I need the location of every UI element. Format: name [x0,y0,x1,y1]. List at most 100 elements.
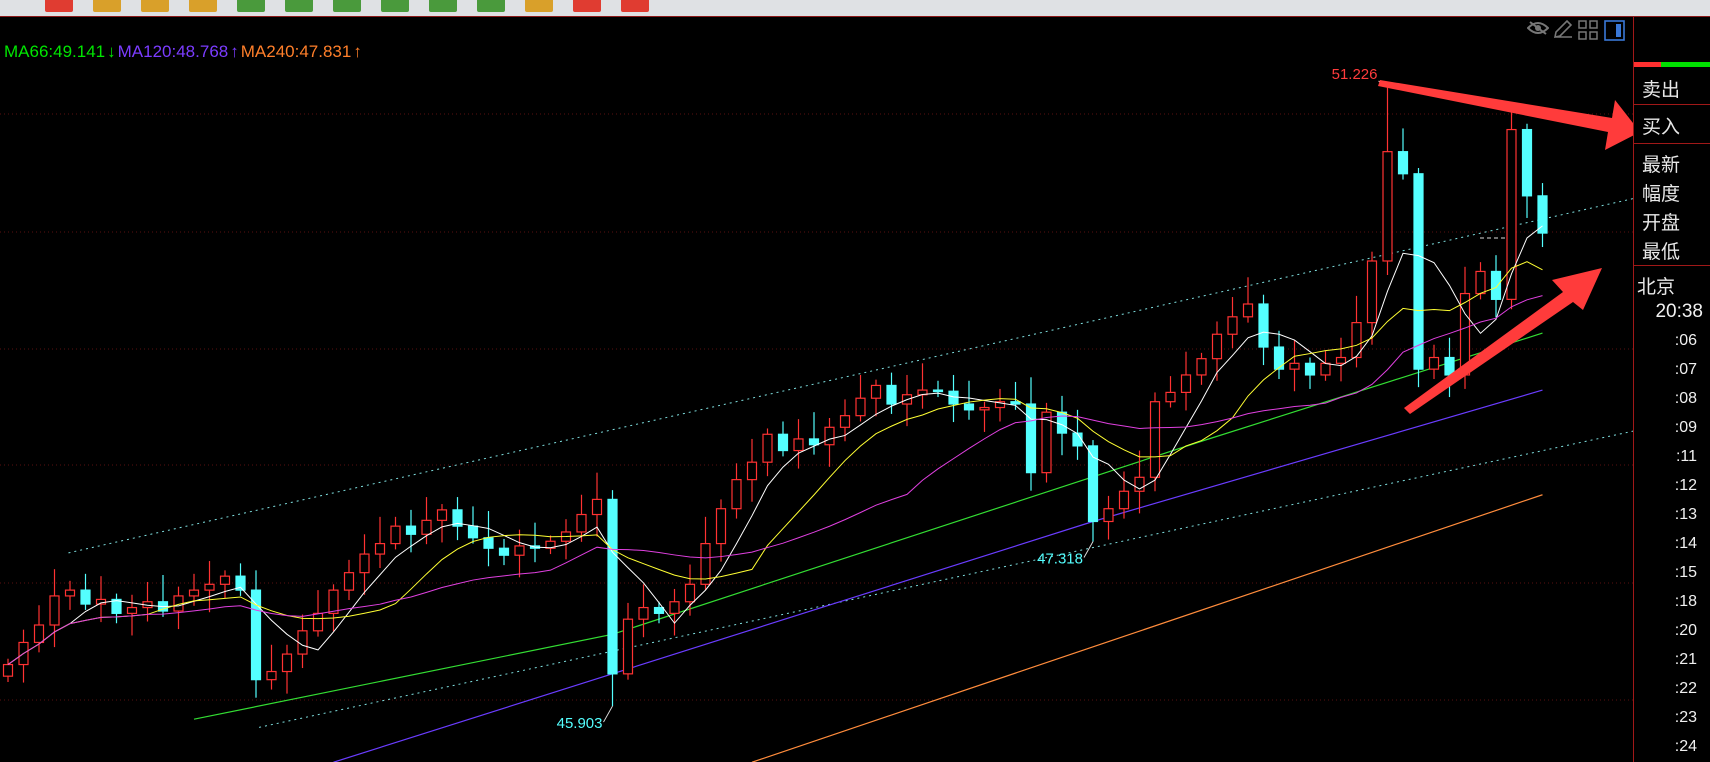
candle-body [1025,403,1037,474]
candle-body [312,612,324,632]
toolbar-button[interactable] [237,0,265,12]
candle-body [793,438,804,452]
field-open: 开盘 [1642,213,1681,234]
buy-label: 买入 [1642,117,1681,138]
toolbar-button[interactable] [381,0,409,12]
toolbar-button[interactable] [477,0,505,12]
candle-body [80,589,91,605]
bid-ask-ratio-bar [1634,62,1710,67]
minute-label: :24 [1674,738,1697,755]
minute-label: :06 [1674,332,1697,349]
candle-body [2,663,14,677]
toolbar-button[interactable] [525,0,553,12]
ma-value: MA66:49.141 [4,42,106,61]
candle-body [622,618,634,675]
minute-label: :09 [1674,419,1697,436]
candle-body [1506,128,1517,300]
extreme-price-label: 47.318 [1037,551,1083,568]
candle-body [1196,358,1207,376]
candle-body [359,553,370,574]
toolbar-button[interactable] [621,0,649,12]
candle-body [979,406,990,411]
location-label: 北京 [1637,277,1676,298]
candle-body [1351,322,1362,359]
candlestick-chart: 51.226 45.903 47.318 [0,66,1633,762]
ma-line-ma66 [193,332,1543,720]
candle-body [1413,173,1424,370]
minute-label: :23 [1674,709,1697,726]
candle-body [715,508,727,545]
minute-label: :18 [1674,593,1697,610]
candle-body [235,575,246,591]
candle-body [855,397,866,417]
candle-body [684,583,696,603]
candle-body [452,509,463,527]
candle-body [1382,151,1393,262]
toolbar-button[interactable] [333,0,361,12]
candle-body [126,606,138,614]
sell-label: 卖出 [1642,80,1681,101]
field-list: 最新 幅度 开盘 最低 [1642,151,1680,267]
candle-body [1397,151,1409,175]
candle-body [1134,476,1145,492]
candle-body [1118,490,1130,510]
candle-body [1537,195,1548,234]
annotation-arrow-up [1404,268,1602,414]
toolbar-button[interactable] [285,0,313,12]
candle-body [1428,356,1440,370]
candle-body [1056,411,1068,434]
candle-body [1475,270,1486,295]
ma-line-ma10 [7,261,1543,665]
candle-body [514,545,525,556]
eye-hidden-icon[interactable] [1527,20,1549,36]
candle-body [994,401,1006,409]
ma-value: MA120:48.768 [117,42,229,61]
candle-body [281,653,293,673]
candle-body [777,433,789,452]
minute-label: :21 [1674,651,1697,668]
candle-body [436,509,448,521]
channel-line [68,198,1633,554]
ma-legend: MA66:49.141 ↓ MA120:48.768 ↑ MA240:47.831 ↑ [4,42,364,62]
toolbar-button[interactable] [429,0,457,12]
candle-body [1289,362,1300,370]
candle-body [266,670,277,681]
candle-body [1227,316,1238,335]
candle-body [483,537,494,549]
toolbar-button[interactable] [45,0,73,12]
candle-body [762,433,773,463]
candle-body [1242,303,1254,318]
ma-line-ma5 [7,225,1543,665]
candle-body [1304,362,1316,376]
candle-body [1490,270,1502,300]
minute-label: :14 [1674,535,1697,552]
panel-toggle-icon[interactable] [1604,20,1625,41]
field-change: 幅度 [1642,184,1681,205]
candle-body [808,438,820,446]
candle-body [250,589,262,681]
candle-body [33,624,45,644]
toolbar-button[interactable] [141,0,169,12]
candle-body [591,498,603,516]
minute-label: :22 [1674,680,1697,697]
candle-body [1165,391,1176,403]
candle-body [1521,128,1533,197]
ma-trend-arrow: ↓ [107,42,116,61]
candle-body [219,575,231,585]
minute-label: :11 [1675,448,1697,465]
pencil-icon[interactable] [1553,20,1573,38]
candle-body [607,498,618,675]
candle-body [1258,303,1269,348]
candle-body [1087,445,1099,523]
toolbar-button[interactable] [189,0,217,12]
candle-body [467,525,479,539]
grid-icon[interactable] [1578,20,1598,40]
candle-body [963,403,975,411]
candle-body [1010,401,1021,405]
candle-body [64,589,76,597]
candle-body [1211,333,1223,360]
toolbar-button[interactable] [93,0,121,12]
toolbar-button[interactable] [573,0,601,12]
annotation-arrow-down [1378,80,1633,150]
ma-trend-arrow: ↑ [230,42,239,61]
